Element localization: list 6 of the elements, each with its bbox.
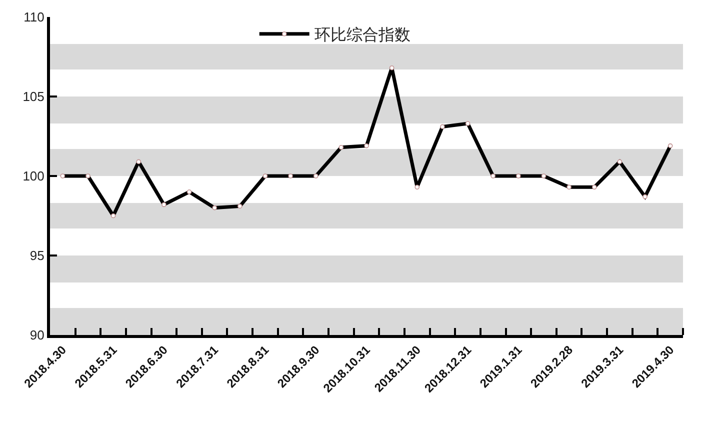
legend-label: 环比综合指数 [314, 26, 410, 44]
y-tick-label: 90 [30, 328, 44, 343]
y-tick-label: 105 [22, 89, 44, 104]
y-tick-label: 95 [30, 248, 44, 264]
y-tick-label: 100 [22, 168, 44, 184]
y-tick-label: 110 [24, 10, 44, 25]
